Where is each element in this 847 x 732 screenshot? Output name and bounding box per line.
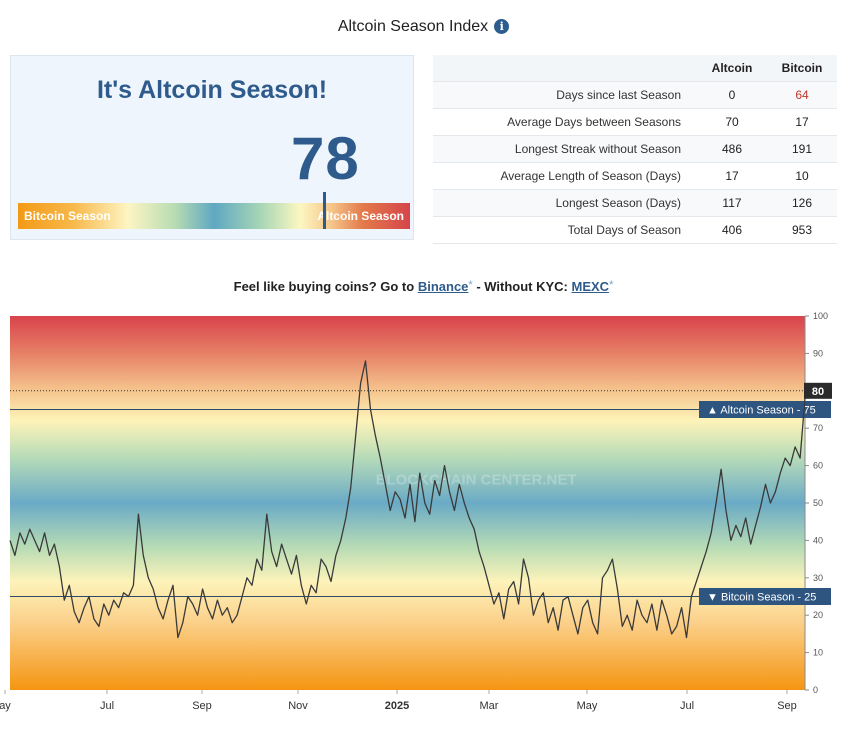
season-heading: It's Altcoin Season! [96, 76, 328, 104]
bitcoin-value: 191 [767, 135, 837, 163]
x-tick-label: Nov [288, 700, 308, 712]
index-value: 78 [291, 125, 360, 192]
current-value-box [804, 382, 832, 399]
page-title: Altcoin Season Index i [0, 18, 847, 36]
col-altcoin-header: Altcoin [697, 55, 767, 82]
table-row: Days since last Season 0 64 [433, 81, 837, 109]
threshold-label: ▲ Altcoin Season - 75 [707, 405, 816, 417]
threshold-label-box [699, 401, 831, 418]
x-tick-label: ay [0, 700, 11, 712]
y-tick-label: 40 [813, 535, 823, 545]
promo-middle: - Without KYC: [476, 279, 568, 294]
table-row: Longest Streak without Season 486 191 [433, 135, 837, 163]
bitcoin-value: 126 [767, 189, 837, 217]
altcoin-value: 117 [697, 189, 767, 217]
bitcoin-value: 953 [767, 216, 837, 244]
altcoin-value: 70 [697, 108, 767, 136]
bitcoin-value: 64 [767, 81, 837, 109]
x-tick-label: Sep [192, 700, 212, 712]
threshold-label: ▼ Bitcoin Season - 25 [707, 592, 816, 604]
chart-watermark: BLOCKCHAIN CENTER.NET [376, 471, 577, 488]
y-tick-label: 60 [813, 461, 823, 471]
gauge-marker [322, 192, 326, 229]
col-bitcoin-header: Bitcoin [767, 55, 837, 82]
x-tick-label: May [577, 700, 598, 712]
x-tick-label: 2025 [385, 700, 409, 712]
series-line [9, 360, 806, 639]
table-header-blank [433, 55, 697, 82]
current-value-label: 80 [812, 386, 824, 398]
row-label: Average Days between Seasons [433, 108, 697, 136]
row-label: Longest Season (Days) [433, 189, 697, 217]
threshold-label-box [699, 588, 831, 605]
gauge-label-altcoin: Altcoin Season [317, 209, 404, 223]
y-axis: 0 10 20 30 40 50 60 70 80 90 100 [804, 311, 828, 695]
current-value-tag: 80 [10, 382, 832, 399]
x-tick-label: Jul [100, 700, 114, 712]
y-tick-label: 20 [813, 610, 823, 620]
gauge-label-bitcoin: Bitcoin Season [24, 209, 111, 223]
table-row: Average Days between Seasons 70 17 [433, 108, 837, 136]
index-panel: It's Altcoin Season! 78 Bitcoin Season A… [10, 55, 414, 240]
info-icon[interactable]: i [494, 19, 510, 34]
table-row: Longest Season (Days) 117 126 [433, 189, 837, 217]
x-axis: ay Jul Sep Nov 2025 Mar May Jul Sep [0, 690, 797, 712]
table-header-row: Altcoin Bitcoin [433, 55, 837, 82]
table-row: Total Days of Season 406 953 [433, 216, 837, 244]
table-row: Average Length of Season (Days) 17 10 [433, 162, 837, 190]
bitcoin-value: 17 [767, 108, 837, 136]
altcoin-value: 17 [697, 162, 767, 190]
row-label: Total Days of Season [433, 216, 697, 244]
threshold-lines: ▲ Altcoin Season - 75 ▼ Bitcoin Season - … [10, 401, 831, 605]
mexc-link[interactable]: MEXC [571, 279, 610, 294]
binance-star: * [468, 279, 473, 291]
mexc-star: * [609, 279, 614, 291]
row-label: Longest Streak without Season [433, 135, 697, 163]
altcoin-season-chart[interactable]: BLOCKCHAIN CENTER.NET 0 10 20 30 40 50 60 70 80 9… [0, 305, 847, 725]
season-gauge: Bitcoin Season Altcoin Season [18, 192, 410, 229]
y-tick-label: 50 [813, 498, 823, 508]
y-tick-label: 10 [813, 648, 823, 658]
y-tick-label: 0 [813, 685, 818, 695]
season-stats-table: Altcoin Bitcoin Days since last Season 0… [433, 55, 837, 244]
bitcoin-value: 10 [767, 162, 837, 190]
row-label: Days since last Season [433, 81, 697, 109]
page-title-text: Altcoin Season Index [337, 18, 489, 35]
y-tick-label: 100 [813, 311, 828, 321]
x-tick-label: Mar [480, 700, 499, 712]
y-tick-label: 90 [813, 348, 823, 358]
binance-link[interactable]: Binance [417, 279, 469, 294]
altcoin-value: 406 [697, 216, 767, 244]
altcoin-value: 486 [697, 135, 767, 163]
y-tick-label: 70 [813, 423, 823, 433]
promo-line: Feel like buying coins? Go to Binance* -… [0, 279, 847, 294]
row-label: Average Length of Season (Days) [433, 162, 697, 190]
x-tick-label: Jul [680, 700, 694, 712]
promo-prefix: Feel like buying coins? Go to [233, 279, 415, 294]
y-tick-label: 30 [813, 573, 823, 583]
altcoin-value: 0 [697, 81, 767, 109]
x-tick-label: Sep [777, 700, 797, 712]
